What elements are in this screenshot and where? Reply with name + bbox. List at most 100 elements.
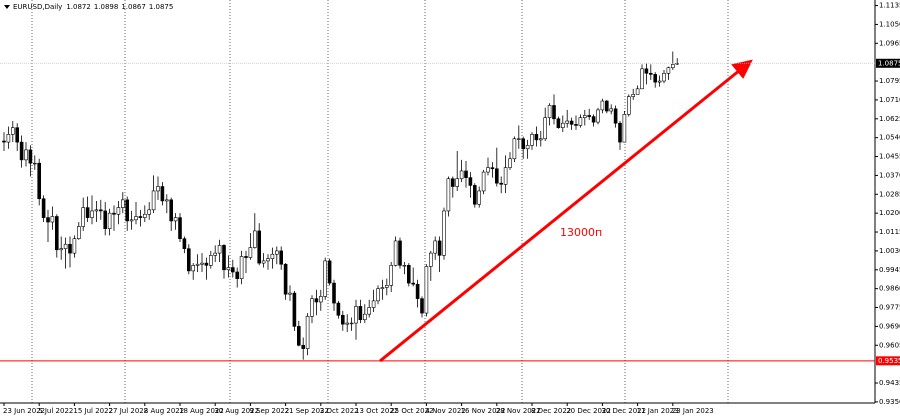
candle-body [305, 316, 310, 349]
x-tick-label: 16 Nov 2022 [461, 407, 506, 415]
y-tick-label: 1.0965 [879, 39, 900, 47]
candle-body [437, 240, 442, 256]
x-tick-label: 5 Jul 2022 [38, 407, 73, 415]
plot [2, 51, 680, 360]
candle-body [318, 296, 323, 303]
candle-body [371, 300, 376, 308]
candle-body [138, 216, 143, 218]
candle-body [134, 216, 138, 221]
price-tag-label: 1.0875 [878, 59, 900, 67]
candle-body [420, 298, 424, 314]
x-tick-label: 8 Aug 2022 [144, 407, 184, 415]
candle-body [477, 190, 482, 205]
candle-body [121, 199, 125, 208]
candle-body [310, 298, 314, 317]
candle-body [217, 245, 222, 254]
candle-body [99, 209, 103, 212]
candle-body [147, 209, 151, 215]
candle-body [552, 105, 556, 120]
x-tick-label: 8 Dec 2022 [531, 407, 571, 415]
candle-body [578, 117, 583, 126]
candle-body [54, 216, 59, 251]
y-tick-label: 0.9605 [879, 341, 900, 349]
y-tick-label: 1.0625 [879, 115, 900, 123]
candle-body [556, 118, 561, 128]
candle-body [327, 260, 332, 284]
candle-body [77, 226, 81, 239]
candle-body [107, 212, 112, 229]
candle-body [15, 127, 19, 143]
candle-body [59, 248, 64, 251]
candle-body [248, 247, 253, 258]
candle-body [657, 80, 662, 83]
candle-body [354, 306, 358, 324]
candle-body [525, 145, 530, 150]
candle-body [28, 149, 33, 164]
y-tick-label: 1.0370 [879, 171, 900, 179]
candle-body [604, 100, 609, 112]
candle-body [11, 127, 15, 135]
y-tick-label: 1.0285 [879, 190, 900, 198]
candle-body [618, 122, 622, 143]
candle-body [288, 292, 292, 295]
candle-body [195, 263, 200, 266]
candle-body [274, 250, 279, 255]
x-tick-label: 11 Jan 2023 [637, 407, 679, 415]
x-tick-label: 18 Aug 2022 [179, 407, 224, 415]
header-low: 1.0867 [121, 3, 146, 11]
candle-body [6, 134, 11, 143]
candle-body [239, 256, 244, 279]
candle-body [301, 344, 306, 349]
candle-body [187, 248, 191, 272]
candle-body [547, 105, 552, 118]
candle-body [125, 199, 129, 222]
candle-body [384, 285, 389, 288]
candle-body [609, 108, 614, 112]
x-tick-label: 25 Oct 2022 [390, 407, 433, 415]
candle-body [231, 267, 235, 273]
candle-body [393, 240, 398, 266]
menu-triangle[interactable] [4, 5, 10, 9]
candle-body [50, 216, 55, 223]
trend-arrow [379, 68, 741, 363]
candle-body [670, 64, 675, 69]
candle-body [90, 210, 94, 218]
candle-body [226, 267, 231, 271]
candle-body [376, 288, 380, 302]
candle-body [160, 186, 165, 202]
y-tick-label: 1.0455 [879, 153, 900, 161]
candle-body [253, 230, 257, 248]
candle-body [631, 94, 636, 97]
candle-body [587, 115, 592, 117]
candle-body [41, 198, 46, 218]
candle-body [675, 62, 680, 65]
candle-body [367, 307, 372, 315]
candle-body [644, 68, 649, 74]
header-high: 1.0898 [94, 3, 119, 11]
candle-body [424, 266, 429, 314]
candle-body [169, 199, 173, 222]
candle-body [362, 313, 367, 321]
candle-body [349, 322, 354, 325]
candle-body [486, 167, 490, 173]
candle-body [569, 120, 574, 125]
price-tag [876, 58, 900, 68]
candle-body [666, 67, 671, 74]
x-tick-label: 20 Dec 2022 [566, 407, 611, 415]
candle-body [574, 124, 578, 126]
y-tick-label: 1.1135 [879, 2, 900, 10]
x-tick-label: 30 Dec 2022 [601, 407, 646, 415]
candle-body [37, 162, 42, 200]
candle-body [565, 120, 570, 124]
candle-body [560, 122, 565, 128]
candle-body [653, 74, 658, 83]
candle-body [94, 209, 99, 212]
candle-body [72, 238, 77, 254]
level-tag [876, 356, 900, 366]
y-tick-label: 0.9945 [879, 266, 900, 274]
candle-body [613, 108, 618, 124]
candle-body [538, 138, 543, 141]
